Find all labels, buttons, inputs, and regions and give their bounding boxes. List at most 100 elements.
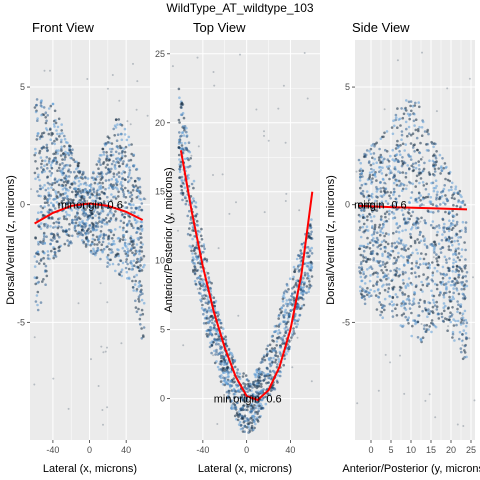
data-point <box>278 331 282 335</box>
data-point <box>235 383 238 387</box>
data-point <box>454 249 458 252</box>
data-point <box>53 207 57 210</box>
data-point <box>421 169 425 172</box>
data-point <box>383 234 386 238</box>
data-point <box>68 214 71 217</box>
data-point <box>128 242 132 246</box>
data-point <box>419 338 423 341</box>
data-point <box>457 242 461 246</box>
data-point <box>41 159 44 163</box>
data-point <box>432 249 436 252</box>
data-point <box>258 376 262 379</box>
data-point <box>404 228 408 232</box>
data-point <box>66 194 69 198</box>
data-point <box>362 270 365 274</box>
data-point <box>64 210 68 214</box>
data-point <box>424 188 428 191</box>
data-point <box>110 248 113 251</box>
data-point <box>97 171 100 175</box>
data-point <box>213 361 217 365</box>
data-point <box>51 141 54 145</box>
data-point <box>92 249 96 253</box>
data-point <box>456 300 459 303</box>
data-point <box>178 131 181 134</box>
data-point <box>446 266 450 270</box>
data-point <box>233 406 236 409</box>
data-point <box>417 191 421 195</box>
data-point <box>369 288 373 292</box>
data-point <box>57 221 61 225</box>
data-point <box>463 241 466 244</box>
data-point <box>116 204 120 207</box>
data-point <box>391 287 395 291</box>
data-point <box>41 135 44 139</box>
data-point <box>463 351 467 354</box>
outlier-point <box>216 423 219 425</box>
data-point <box>185 146 188 150</box>
data-point <box>310 230 313 234</box>
data-point <box>104 144 107 147</box>
data-point <box>404 271 407 274</box>
data-point <box>366 286 369 290</box>
data-point <box>442 228 446 232</box>
data-point <box>410 164 414 168</box>
data-point <box>435 225 439 228</box>
data-point <box>437 167 441 170</box>
data-point <box>132 226 135 230</box>
data-point <box>52 254 56 258</box>
data-point <box>180 185 183 188</box>
data-point <box>369 215 373 219</box>
data-point <box>379 187 383 190</box>
data-point <box>177 146 181 149</box>
data-point <box>227 391 231 395</box>
data-point <box>92 190 96 194</box>
data-point <box>385 165 389 169</box>
data-point <box>378 223 382 227</box>
data-point <box>391 296 395 300</box>
data-point <box>291 277 295 281</box>
data-point <box>64 150 67 154</box>
data-point <box>401 156 404 159</box>
data-point <box>51 132 55 135</box>
data-point <box>44 264 48 268</box>
data-point <box>93 208 97 211</box>
data-point <box>124 178 127 182</box>
data-point <box>381 166 384 169</box>
data-point <box>410 267 414 270</box>
data-point <box>389 253 393 257</box>
data-point <box>206 272 210 275</box>
data-point <box>365 190 369 193</box>
data-point <box>415 260 418 263</box>
data-point <box>421 120 425 124</box>
data-point <box>38 151 41 155</box>
data-point <box>431 220 435 223</box>
outlier-point <box>52 377 55 380</box>
data-point <box>388 295 392 298</box>
data-point <box>141 292 144 296</box>
data-point <box>38 178 41 182</box>
data-point <box>440 194 444 198</box>
data-point <box>180 189 184 192</box>
outlier-point <box>196 56 199 59</box>
data-point <box>297 296 300 300</box>
data-point <box>417 101 421 104</box>
data-point <box>427 282 431 286</box>
data-point <box>268 343 272 347</box>
data-point <box>396 226 400 230</box>
data-point <box>404 143 408 146</box>
data-point <box>122 193 126 196</box>
data-point <box>397 255 400 259</box>
data-point <box>376 275 379 279</box>
data-point <box>400 107 403 110</box>
data-point <box>122 147 126 150</box>
data-point <box>284 331 287 335</box>
data-point <box>122 160 125 163</box>
data-point <box>457 292 461 296</box>
data-point <box>96 175 99 178</box>
data-point <box>245 417 249 420</box>
data-point <box>458 189 462 193</box>
data-point <box>97 235 101 238</box>
data-point <box>394 202 398 205</box>
data-point <box>286 347 289 350</box>
x-axis-label: Lateral (x, microns) <box>198 463 292 475</box>
